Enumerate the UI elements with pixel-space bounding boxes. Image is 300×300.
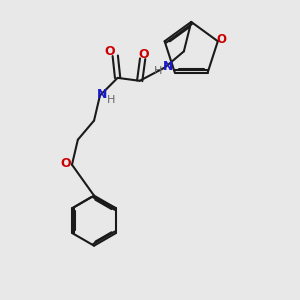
Text: N: N <box>97 88 107 101</box>
Text: O: O <box>217 33 227 46</box>
Text: N: N <box>163 60 173 73</box>
Text: O: O <box>139 48 149 62</box>
Text: O: O <box>60 157 71 170</box>
Text: H: H <box>154 66 162 76</box>
Text: H: H <box>107 95 115 105</box>
Text: O: O <box>104 45 115 58</box>
